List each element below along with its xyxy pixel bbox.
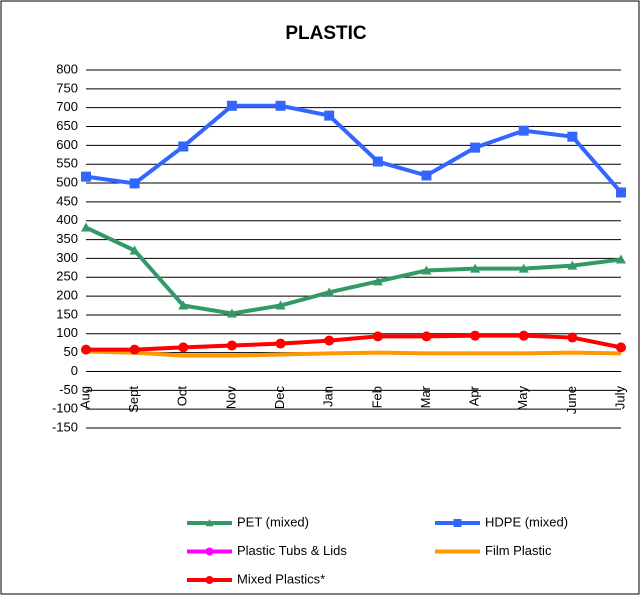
marker bbox=[226, 308, 237, 318]
y-tick-label: 800 bbox=[56, 61, 78, 76]
y-tick-label: 500 bbox=[56, 174, 78, 189]
marker bbox=[470, 142, 481, 153]
marker bbox=[129, 245, 140, 255]
marker bbox=[205, 576, 214, 584]
y-tick-label: 400 bbox=[56, 212, 78, 227]
series-line bbox=[86, 333, 622, 352]
y-tick-label: 450 bbox=[56, 193, 78, 208]
marker bbox=[518, 125, 529, 136]
x-tick-label: July bbox=[612, 386, 627, 410]
marker bbox=[518, 330, 529, 341]
marker bbox=[275, 338, 286, 349]
marker bbox=[567, 260, 578, 270]
marker bbox=[129, 344, 140, 355]
marker bbox=[178, 342, 189, 353]
y-tick-label: 550 bbox=[56, 156, 78, 171]
y-tick-label: 200 bbox=[56, 288, 78, 303]
marker bbox=[421, 331, 432, 342]
y-tick-label: 600 bbox=[56, 137, 78, 152]
marker bbox=[129, 178, 140, 189]
y-tick-label: 750 bbox=[56, 80, 78, 95]
y-tick-label: -50 bbox=[59, 382, 78, 397]
marker bbox=[275, 100, 286, 111]
x-tick-label: Feb bbox=[369, 386, 384, 408]
marker bbox=[178, 300, 189, 310]
marker bbox=[324, 110, 335, 121]
series-line bbox=[85, 349, 622, 358]
x-tick-label: Jan bbox=[321, 386, 336, 407]
marker bbox=[567, 131, 578, 142]
marker bbox=[178, 141, 189, 152]
y-tick-label: 700 bbox=[56, 99, 78, 114]
x-tick-label: Nov bbox=[223, 386, 238, 410]
y-tick-label: 350 bbox=[56, 231, 78, 246]
y-tick-label: 0 bbox=[71, 363, 78, 378]
marker bbox=[453, 519, 462, 527]
x-tick-label: June bbox=[564, 386, 579, 414]
x-tick-label: Aug bbox=[77, 386, 92, 409]
chart-title: PLASTIC bbox=[285, 23, 367, 44]
marker bbox=[226, 100, 237, 111]
x-tick-label: Oct bbox=[175, 386, 190, 407]
marker bbox=[470, 263, 481, 273]
legend-label: Mixed Plastics* bbox=[237, 571, 325, 586]
x-tick-label: Dec bbox=[272, 386, 287, 410]
legend-label: PET (mixed) bbox=[237, 514, 309, 529]
marker bbox=[81, 344, 91, 355]
series-line bbox=[85, 103, 623, 194]
y-tick-label: 650 bbox=[56, 118, 78, 133]
marker bbox=[421, 265, 432, 275]
marker bbox=[205, 547, 214, 556]
marker bbox=[421, 170, 432, 181]
marker bbox=[372, 331, 383, 342]
marker bbox=[205, 519, 214, 527]
marker bbox=[324, 287, 335, 297]
marker bbox=[275, 300, 286, 310]
marker bbox=[372, 276, 383, 286]
marker bbox=[470, 330, 481, 341]
x-tick-label: Sept bbox=[126, 386, 141, 413]
x-tick-label: May bbox=[515, 386, 530, 411]
marker bbox=[81, 171, 91, 182]
legend-label: HDPE (mixed) bbox=[485, 514, 568, 529]
marker bbox=[567, 332, 578, 343]
y-tick-label: 300 bbox=[56, 250, 78, 265]
y-tick-label: 100 bbox=[56, 325, 78, 340]
marker bbox=[616, 342, 626, 353]
x-tick-label: Apr bbox=[467, 385, 482, 406]
marker bbox=[616, 254, 626, 264]
y-tick-label: 250 bbox=[56, 269, 78, 284]
x-tick-label: Mar bbox=[418, 385, 433, 408]
marker bbox=[372, 156, 383, 167]
series-line bbox=[85, 225, 622, 316]
marker bbox=[81, 222, 91, 232]
marker bbox=[324, 335, 335, 346]
y-tick-label: 150 bbox=[56, 306, 78, 321]
marker bbox=[616, 187, 626, 198]
legend-label: Plastic Tubs & Lids bbox=[237, 543, 347, 558]
y-tick-label: 50 bbox=[64, 344, 78, 359]
marker bbox=[226, 340, 237, 351]
y-tick-label: -150 bbox=[52, 419, 78, 434]
legend-label: Film Plastic bbox=[485, 543, 552, 558]
y-tick-label: -100 bbox=[52, 401, 78, 416]
marker bbox=[518, 263, 529, 273]
